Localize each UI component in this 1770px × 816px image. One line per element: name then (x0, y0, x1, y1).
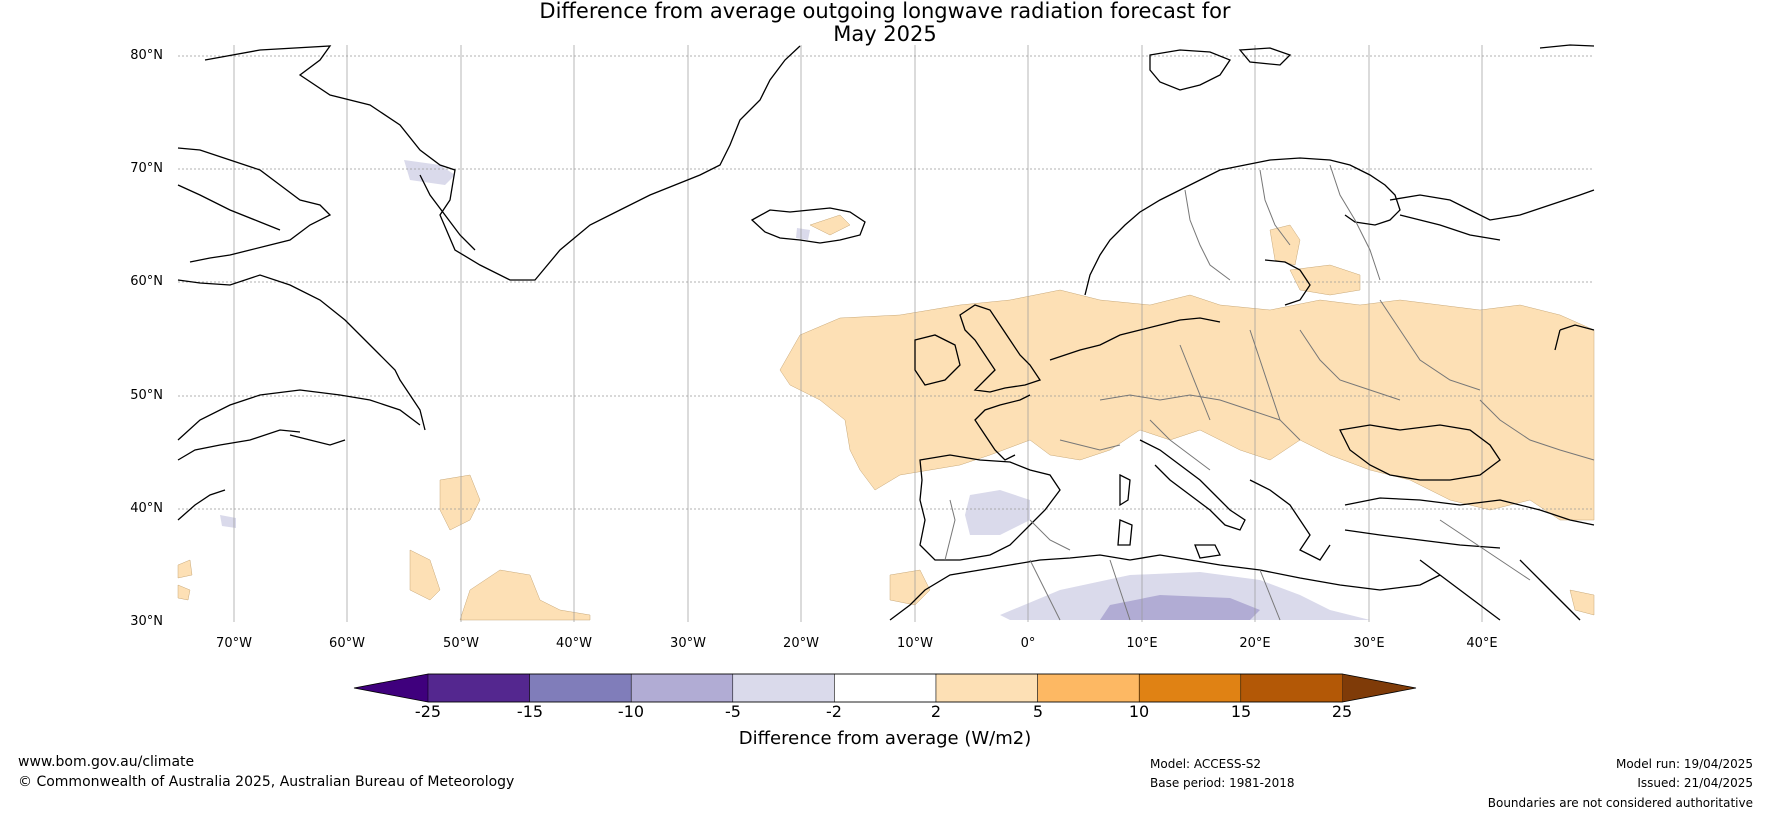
lon-label-20e: 20°E (1239, 636, 1271, 651)
map-title: Difference from average outgoing longwav… (0, 0, 1770, 46)
colorbar-extend-low (354, 674, 428, 702)
gridlines (178, 45, 1594, 622)
colorbar-extend-high (1342, 674, 1416, 702)
lon-label-60w: 60°W (329, 636, 365, 651)
colorbar-tick-label: -5 (725, 702, 741, 721)
colorbar-swatch (732, 673, 835, 703)
colorbar-tick-label: -10 (617, 702, 645, 721)
footer-disclaimer: Boundaries are not considered authoritat… (1487, 796, 1753, 810)
colorbar-swatch (834, 673, 937, 703)
lon-label-40e: 40°E (1466, 636, 1498, 651)
colorbar-title: Difference from average (W/m2) (738, 728, 1032, 749)
lat-label-80n: 80°N (130, 48, 163, 63)
lon-label-30w: 30°W (670, 636, 706, 651)
colorbar-tick-label: -2 (826, 702, 842, 721)
lon-label-40w: 40°W (556, 636, 592, 651)
negative-anomaly-regions (220, 160, 1370, 620)
colorbar-swatch (1037, 673, 1140, 703)
footer-website: www.bom.gov.au/climate (18, 754, 195, 770)
colorbar-tick-label: 2 (930, 702, 942, 721)
colorbar-outline (353, 673, 1417, 703)
footer-base-period: Base period: 1981-2018 (1150, 776, 1295, 790)
lon-label-70w: 70°W (216, 636, 252, 651)
colorbar-swatch (630, 673, 734, 703)
lon-label-10w: 10°W (897, 636, 933, 651)
footer-model: Model: ACCESS-S2 (1150, 757, 1262, 771)
title-line-2: May 2025 (833, 22, 937, 46)
colorbar-swatch (427, 673, 530, 703)
positive-anomaly-regions (177, 214, 1595, 621)
colorbar-swatch (1138, 673, 1242, 703)
colorbar-tick-label: 15 (1230, 702, 1252, 721)
lat-label-60n: 60°N (130, 274, 163, 289)
lon-label-10e: 10°E (1126, 636, 1158, 651)
footer-copyright: © Commonwealth of Australia 2025, Austra… (18, 774, 515, 790)
lat-label-70n: 70°N (130, 161, 163, 176)
lon-label-50w: 50°W (443, 636, 479, 651)
colorbar-tick-label: -25 (414, 702, 442, 721)
title-line-1: Difference from average outgoing longwav… (539, 0, 1231, 23)
lat-label-40n: 40°N (130, 501, 163, 516)
lon-label-30e: 30°E (1353, 636, 1385, 651)
colorbar-tick-label: 25 (1331, 702, 1353, 721)
map-area (177, 44, 1595, 622)
colorbar (353, 673, 1417, 703)
colorbar-tick-label: -15 (516, 702, 544, 721)
colorbar-swatch (529, 673, 632, 703)
lon-label-20w: 20°W (783, 636, 819, 651)
lat-label-30n: 30°N (130, 614, 163, 629)
lat-label-50n: 50°N (130, 388, 163, 403)
footer-issued: Issued: 21/04/2025 (1637, 776, 1753, 790)
colorbar-swatch (935, 673, 1038, 703)
colorbar-swatch (1240, 673, 1343, 703)
colorbar-tick-label: 10 (1128, 702, 1150, 721)
country-borders (944, 164, 1595, 621)
colorbar-tick-label: 5 (1032, 702, 1044, 721)
lon-label-0: 0° (1020, 636, 1036, 651)
footer-model-run: Model run: 19/04/2025 (1615, 757, 1753, 771)
coastlines (177, 44, 1595, 621)
